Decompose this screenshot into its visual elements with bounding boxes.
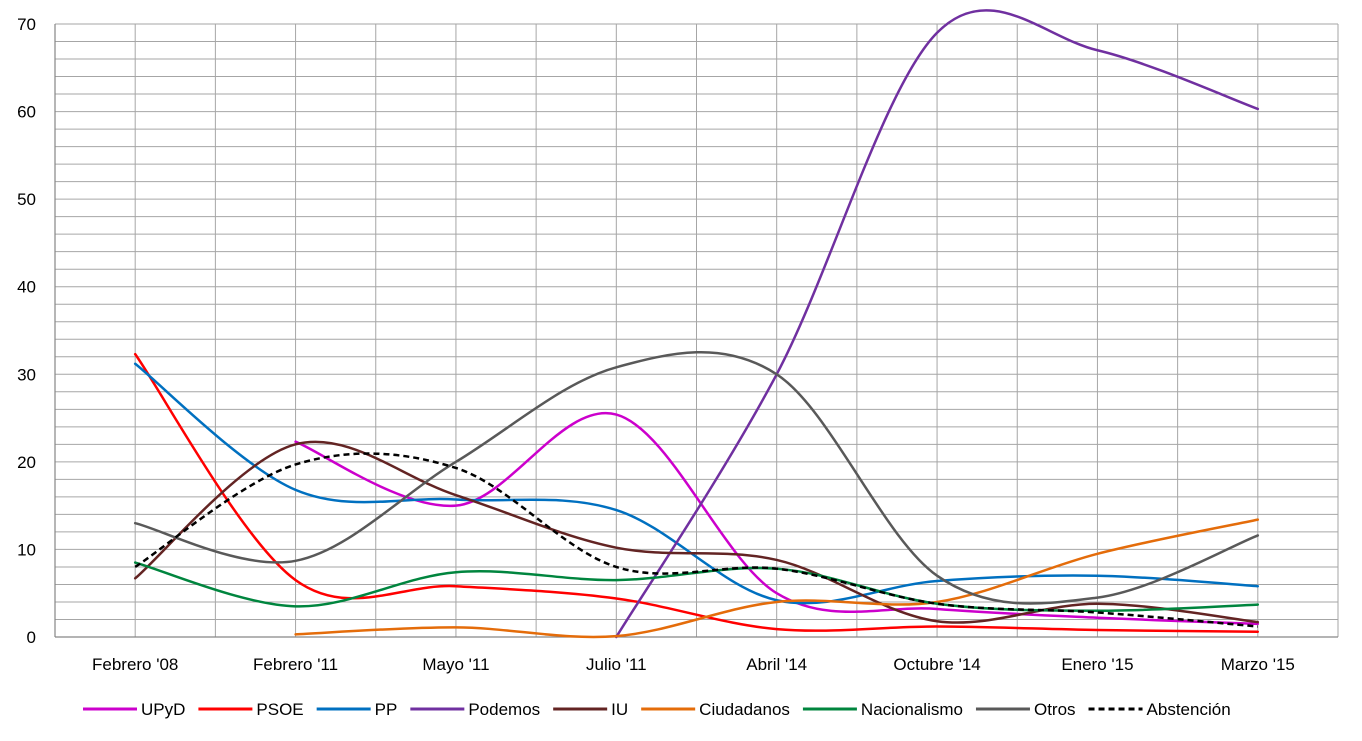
y-tick-label: 20: [17, 453, 36, 472]
series-line-podemos: [615, 9, 1260, 639]
series-line-iu: [133, 440, 1260, 624]
x-tick-label: Enero '15: [1061, 655, 1133, 674]
series-line-otros: [133, 351, 1260, 605]
grid-lines: [55, 23, 1339, 637]
y-tick-label: 60: [17, 103, 36, 122]
series-line-nacionalismo: [133, 561, 1260, 612]
x-tick-label: Octubre '14: [893, 655, 980, 674]
series-line-pp: [133, 362, 1260, 605]
y-tick-label: 0: [27, 628, 36, 647]
legend-label-abstencion: Abstención: [1147, 700, 1231, 719]
series-line-ciudadanos: [294, 518, 1260, 639]
y-tick-label: 70: [17, 15, 36, 34]
x-tick-label: Febrero '08: [92, 655, 178, 674]
y-tick-label: 10: [17, 540, 36, 559]
legend-label-podemos: Podemos: [468, 700, 540, 719]
series-lines: [133, 9, 1260, 639]
y-tick-label: 30: [17, 365, 36, 384]
axes: [54, 24, 1338, 638]
x-tick-label: Julio '11: [586, 655, 647, 674]
tick-labels: 0 10 20 30 40 50 60 70 Febrero '08 Febrero '11 May…: [17, 15, 1295, 674]
legend-label-ciudadanos: Ciudadanos: [699, 700, 790, 719]
legend-label-nacionalismo: Nacionalismo: [861, 700, 963, 719]
x-tick-label: Mayo '11: [422, 655, 489, 674]
legend-label-iu: IU: [611, 700, 628, 719]
series-line-abstencion: [134, 452, 1258, 628]
series-line-psoe: [133, 352, 1260, 633]
series-line-upyd: [294, 411, 1260, 626]
legend: UPyD PSOE PP Podemos IU Ciudadanos Nacionalism…: [83, 700, 1231, 719]
x-tick-label: Febrero '11: [253, 655, 338, 674]
legend-label-upyd: UPyD: [141, 700, 185, 719]
x-tick-label: Abril '14: [746, 655, 807, 674]
legend-label-otros: Otros: [1034, 700, 1076, 719]
y-tick-label: 50: [17, 190, 36, 209]
y-tick-label: 40: [17, 278, 36, 297]
legend-label-psoe: PSOE: [256, 700, 303, 719]
x-tick-label: Marzo '15: [1221, 655, 1295, 674]
legend-label-pp: PP: [375, 700, 398, 719]
